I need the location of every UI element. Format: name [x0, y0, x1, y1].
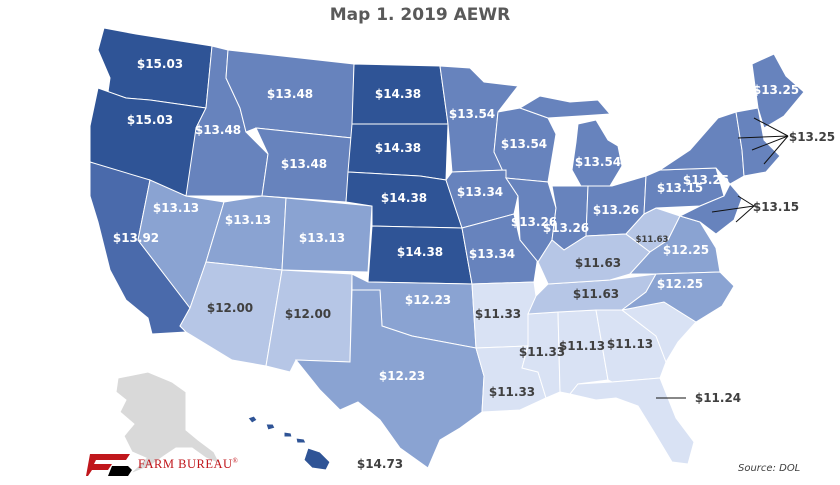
state-upper-michigan — [518, 95, 612, 119]
state-labels: $15.03 $15.03 $13.92 $13.48 $13.48 $13.48 $13.… — [113, 57, 835, 471]
state-label-oh: $13.26 — [593, 203, 639, 217]
farm-bureau-mark-icon — [86, 454, 132, 476]
state-vermont-new-hampshire — [735, 107, 781, 177]
state-maine — [751, 53, 805, 129]
state-label-id: $13.48 — [195, 123, 241, 137]
state-label-az: $12.00 — [207, 301, 253, 315]
state-label-me: $13.25 — [753, 83, 799, 97]
state-label-ar: $11.33 — [475, 307, 521, 321]
state-label-ga: $11.13 — [607, 337, 653, 351]
state-colorado — [281, 197, 373, 273]
state-florida — [569, 377, 695, 465]
state-label-ia: $13.34 — [457, 185, 503, 199]
state-alaska — [115, 371, 222, 475]
state-label-tn: $11.63 — [573, 287, 619, 301]
state-label-mt: $13.48 — [267, 87, 313, 101]
state-label-va: $12.25 — [663, 243, 709, 257]
state-label-nj-md-de: $13.15 — [753, 200, 799, 214]
state-label-pa: $13.15 — [657, 181, 703, 195]
state-label-ms: $11.33 — [519, 345, 565, 359]
state-hawaii — [247, 415, 331, 471]
state-label-wv: $11.63 — [636, 235, 669, 245]
state-label-mo: $13.34 — [469, 247, 515, 261]
state-label-sd: $14.38 — [375, 141, 421, 155]
state-label-il: $13.26 — [511, 215, 557, 229]
state-label-nm: $12.00 — [285, 307, 331, 321]
callout-lines — [656, 117, 789, 399]
state-label-nv: $13.13 — [153, 201, 199, 215]
source-note: Source: DOL — [738, 463, 801, 474]
state-michigan — [571, 119, 623, 189]
state-label-ok: $12.23 — [405, 293, 451, 307]
state-label-ne-new-england: $13.25 — [789, 130, 835, 144]
state-label-ca: $13.92 — [113, 231, 159, 245]
state-label-tx: $12.23 — [379, 369, 425, 383]
state-wyoming — [255, 127, 353, 203]
farm-bureau-wordmark: FARM BUREAU® — [138, 457, 239, 472]
state-label-ny: $13.25 — [683, 173, 729, 187]
state-label-wa: $15.03 — [137, 57, 183, 71]
state-label-hi: $14.73 — [357, 457, 403, 471]
state-label-ut: $13.13 — [225, 213, 271, 227]
state-label-or: $15.03 — [127, 113, 173, 127]
state-label-co: $13.13 — [299, 231, 345, 245]
state-label-mn: $13.54 — [449, 107, 495, 121]
state-label-la: $11.33 — [489, 385, 535, 399]
state-label-al: $11.13 — [559, 339, 605, 353]
state-north-carolina — [621, 271, 735, 323]
map-title: Map 1. 2019 AEWR — [329, 5, 511, 25]
state-label-fl: $11.24 — [695, 391, 741, 405]
state-label-in: $13.26 — [543, 221, 589, 235]
state-label-ks: $14.38 — [397, 245, 443, 259]
state-label-nd: $14.38 — [375, 87, 421, 101]
state-label-ne: $14.38 — [381, 191, 427, 205]
state-label-ky: $11.63 — [575, 256, 621, 270]
state-label-wi: $13.54 — [501, 137, 547, 151]
farm-bureau-logo: FARM BUREAU® — [86, 452, 238, 478]
state-label-wy: $13.48 — [281, 157, 327, 171]
state-texas — [294, 289, 485, 469]
state-label-mi: $13.54 — [575, 155, 621, 169]
state-label-nc: $12.25 — [657, 277, 703, 291]
